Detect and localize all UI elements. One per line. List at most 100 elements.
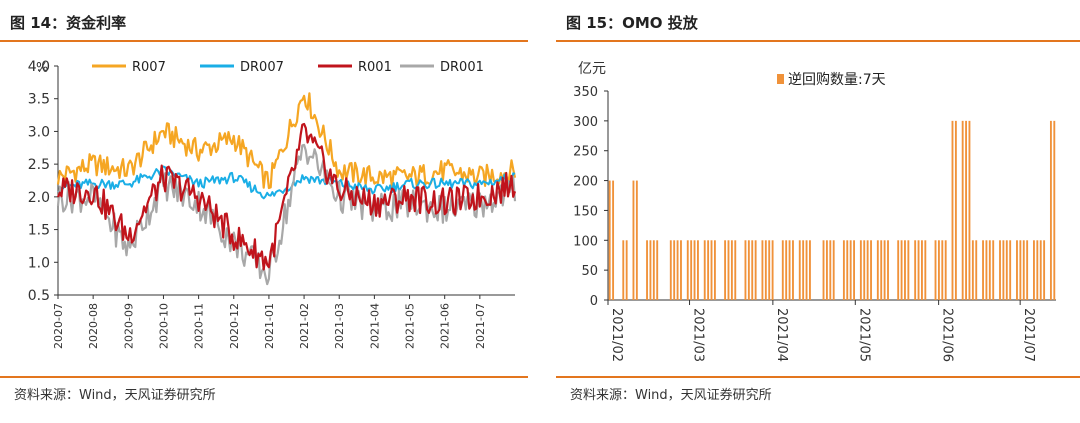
bar <box>921 240 923 300</box>
bar <box>649 240 652 300</box>
bar <box>680 240 682 300</box>
bar <box>652 240 655 300</box>
bar <box>1053 120 1056 300</box>
x-tick-label: 2021-01 <box>263 303 276 349</box>
bar <box>625 240 628 300</box>
bar <box>744 240 747 300</box>
bar <box>754 240 757 300</box>
bar <box>656 240 659 300</box>
x-tick-label: 2020-10 <box>157 303 170 349</box>
bar <box>825 240 828 300</box>
source-note: 资料来源：Wind，天风证券研究所 <box>570 388 772 403</box>
bar <box>924 240 927 300</box>
bar <box>730 240 733 300</box>
bar <box>798 240 801 300</box>
legend-label: 逆回购数量:7天 <box>788 72 886 88</box>
bar <box>703 240 706 300</box>
bar <box>863 240 866 300</box>
bar <box>846 240 849 300</box>
x-tick-label: 2021/06 <box>940 308 955 362</box>
y-tick-label: 2.5 <box>28 157 50 173</box>
y-axis-label: % <box>36 61 48 76</box>
bar <box>937 240 940 300</box>
bar <box>971 240 974 300</box>
bar <box>999 240 1001 300</box>
bar <box>1026 240 1029 300</box>
x-tick-label: 2021-05 <box>404 303 417 349</box>
bar <box>917 240 920 300</box>
line-chart: % 0.5 1.0 1.5 2.0 2.5 3.0 3.5 4.0 2020-07 2020-08 2… <box>28 59 517 349</box>
y-tick-label: 50 <box>581 264 598 279</box>
bar <box>635 180 638 300</box>
bar <box>842 240 845 300</box>
y-tick-label: 3.5 <box>28 92 50 108</box>
legend-label: R001 <box>358 60 392 75</box>
bar <box>897 240 900 300</box>
bar <box>907 240 910 300</box>
bar <box>887 240 889 300</box>
bar <box>612 180 615 300</box>
y-tick-label: 3.0 <box>28 124 50 140</box>
y-tick-label: 350 <box>573 85 598 100</box>
y-tick-label: 0.5 <box>28 288 50 304</box>
bar <box>673 240 676 300</box>
y-tick-label: 200 <box>573 175 598 190</box>
bar <box>944 240 947 300</box>
legend-swatch <box>777 74 784 84</box>
bar <box>1005 240 1008 300</box>
bar <box>853 240 855 300</box>
bar <box>904 240 906 300</box>
bar <box>622 240 625 300</box>
bar-chart: 亿元 0 50 100 150 200 250 300 350 2021/02 2021/03 202… <box>573 61 1056 362</box>
x-tick-label: 2021-06 <box>439 303 452 349</box>
x-tick-label: 2021-04 <box>368 303 381 349</box>
x-tick-label: 2021/07 <box>1021 308 1036 362</box>
bar <box>724 240 727 300</box>
bar <box>805 240 808 300</box>
bar <box>710 240 713 300</box>
source-note: 资料来源：Wind，天风证券研究所 <box>14 388 216 403</box>
bar <box>1019 240 1022 300</box>
bar <box>849 240 852 300</box>
bar <box>734 240 737 300</box>
bar <box>832 240 835 300</box>
bar <box>866 240 869 300</box>
bar <box>1016 240 1018 300</box>
bar <box>961 120 964 300</box>
legend-label: R007 <box>132 60 166 75</box>
bar <box>686 240 689 300</box>
bar <box>761 240 764 300</box>
legend-label: DR001 <box>440 60 484 75</box>
bar <box>632 180 635 300</box>
chart-panel-omo: 图 15：OMO 投放 亿元 0 50 100 150 200 250 300 350 2021/… <box>556 0 1080 423</box>
y-tick-label: 1.0 <box>28 255 50 271</box>
chart-title: 图 14：资金利率 <box>10 14 127 32</box>
bar <box>697 240 699 300</box>
bar <box>941 240 944 300</box>
bar <box>788 240 791 300</box>
y-tick-label: 2.0 <box>28 190 50 206</box>
bar <box>781 240 784 300</box>
bar <box>669 240 672 300</box>
bar <box>1002 240 1005 300</box>
bar <box>727 240 730 300</box>
y-tick-label: 250 <box>573 145 598 160</box>
bar <box>768 240 771 300</box>
bar <box>792 240 794 300</box>
bar <box>954 120 957 300</box>
x-tick-label: 2020-08 <box>87 303 100 349</box>
bar <box>646 240 648 300</box>
bar <box>876 240 879 300</box>
bar <box>690 240 693 300</box>
y-tick-label: 4.0 <box>28 59 50 75</box>
bar <box>992 240 995 300</box>
x-tick-label: 2020-12 <box>228 303 241 349</box>
x-tick-label: 2021-02 <box>298 303 311 349</box>
bar <box>1022 240 1025 300</box>
bar <box>870 240 872 300</box>
bar <box>975 240 978 300</box>
x-tick-label: 2021-03 <box>333 303 346 349</box>
bar <box>771 240 774 300</box>
y-tick-label: 1.5 <box>28 223 50 239</box>
y-tick-label: 300 <box>573 115 598 130</box>
